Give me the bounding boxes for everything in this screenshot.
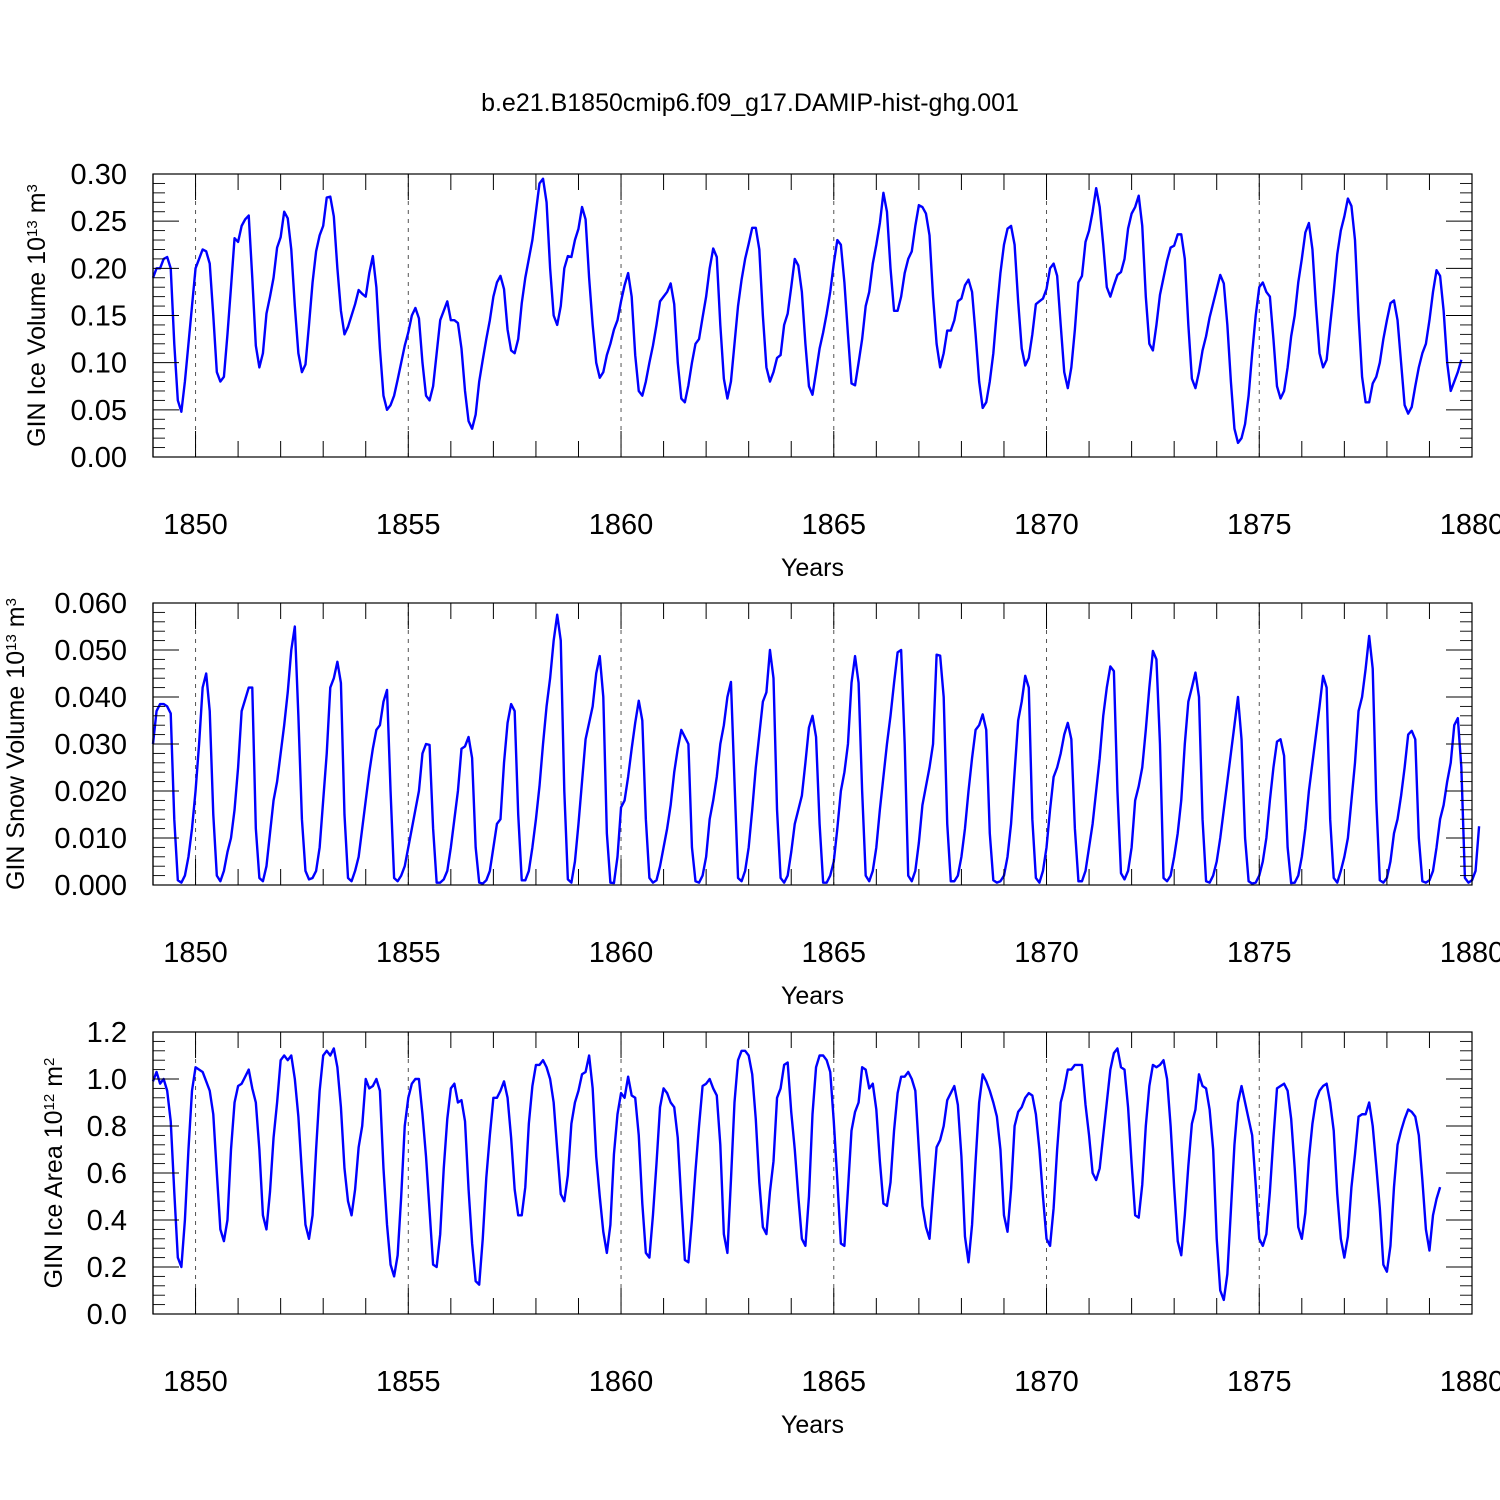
ytick-label: 0.25 <box>71 206 127 238</box>
y-axis-label: GIN Ice Volume 1013 m3 <box>23 184 51 447</box>
ytick-label: 0.8 <box>87 1111 127 1143</box>
ytick-label: 0.20 <box>71 253 127 285</box>
y-axis-unit: m <box>40 1066 68 1087</box>
y-axis-unit-exponent: 12 <box>41 1094 58 1111</box>
y-axis-label-name: GIN Ice Volume <box>23 272 51 447</box>
y-axis-unit-base: 10 <box>40 1110 68 1138</box>
y-axis-unit-unit-exponent: 3 <box>3 598 20 606</box>
series-line-snow_volume <box>151 613 1481 885</box>
y-axis-unit-unit-exponent: 3 <box>24 184 41 192</box>
y-axis-label-name: GIN Snow Volume <box>2 686 30 890</box>
ytick-label: 0.000 <box>54 870 127 902</box>
panels: 0.00 0.05 0.10 0.15 0.20 0.25 0.30 1850 1855 1860… <box>2 159 1500 1439</box>
xtick-label: 1855 <box>376 509 441 541</box>
y-axis-unit-base: 10 <box>2 651 30 679</box>
ytick-label: 0.15 <box>71 301 127 333</box>
y-axis-unit: m <box>23 192 51 213</box>
xtick-label: 1860 <box>589 1366 654 1398</box>
ytick-label: 0.020 <box>54 776 127 808</box>
panel-snow_volume: 0.000 0.010 0.020 0.030 0.040 0.050 0.060 1850 1… <box>2 588 1500 1010</box>
figure-title: b.e21.B1850cmip6.f09_g17.DAMIP-hist-ghg.… <box>481 89 1019 117</box>
panel-ice_volume: 0.00 0.05 0.10 0.15 0.20 0.25 0.30 1850 1855 1860… <box>23 159 1500 582</box>
xtick-label: 1855 <box>376 937 441 969</box>
x-axis-label: Years <box>781 1411 844 1439</box>
xtick-label: 1865 <box>802 937 867 969</box>
ytick-label: 0.4 <box>87 1205 127 1237</box>
xtick-label: 1880 <box>1440 937 1500 969</box>
xtick-label: 1880 <box>1440 1366 1500 1398</box>
xtick-label: 1875 <box>1227 509 1292 541</box>
xtick-label: 1880 <box>1440 509 1500 541</box>
ytick-label: 1.0 <box>87 1064 127 1096</box>
xtick-label: 1875 <box>1227 1366 1292 1398</box>
y-axis-label: GIN Ice Area 1012 m2 <box>40 1058 68 1289</box>
ytick-label: 0.030 <box>54 729 127 761</box>
y-axis-unit-base: 10 <box>23 237 51 265</box>
panel-ice_area: 0.0 0.2 0.4 0.6 0.8 1.0 1.2 1850 1855 1860 1865 187… <box>40 1017 1500 1439</box>
ytick-label: 0.6 <box>87 1158 127 1190</box>
y-axis-unit: m <box>2 606 30 627</box>
x-axis-label: Years <box>781 554 844 582</box>
xtick-label: 1870 <box>1014 509 1079 541</box>
xtick-label: 1870 <box>1014 1366 1079 1398</box>
ytick-label: 0.050 <box>54 635 127 667</box>
ytick-label: 0.010 <box>54 823 127 855</box>
xtick-label: 1860 <box>589 937 654 969</box>
ytick-label: 1.2 <box>87 1017 127 1049</box>
ytick-label: 0.30 <box>71 159 127 191</box>
ytick-label: 0.0 <box>87 1299 127 1331</box>
xtick-label: 1875 <box>1227 937 1292 969</box>
y-axis-label-name: GIN Ice Area <box>40 1145 68 1288</box>
xtick-label: 1860 <box>589 509 654 541</box>
xtick-label: 1850 <box>163 509 228 541</box>
y-axis-unit-exponent: 13 <box>24 220 41 237</box>
xtick-label: 1850 <box>163 937 228 969</box>
ytick-label: 0.05 <box>71 395 127 427</box>
ytick-label: 0.10 <box>71 348 127 380</box>
ytick-label: 0.2 <box>87 1252 127 1284</box>
y-axis-unit-exponent: 13 <box>3 634 20 651</box>
y-axis-unit-unit-exponent: 2 <box>41 1058 58 1066</box>
x-axis-label: Years <box>781 982 844 1010</box>
series-line-ice_volume <box>151 177 1463 445</box>
xtick-label: 1855 <box>376 1366 441 1398</box>
xtick-label: 1865 <box>802 1366 867 1398</box>
xtick-label: 1850 <box>163 1366 228 1398</box>
ytick-label: 0.00 <box>71 442 127 474</box>
y-axis-label: GIN Snow Volume 1013 m3 <box>2 598 30 890</box>
ytick-label: 0.060 <box>54 588 127 620</box>
xtick-label: 1870 <box>1014 937 1079 969</box>
series-line-ice_area <box>151 1047 1442 1302</box>
ytick-label: 0.040 <box>54 682 127 714</box>
xtick-label: 1865 <box>802 509 867 541</box>
